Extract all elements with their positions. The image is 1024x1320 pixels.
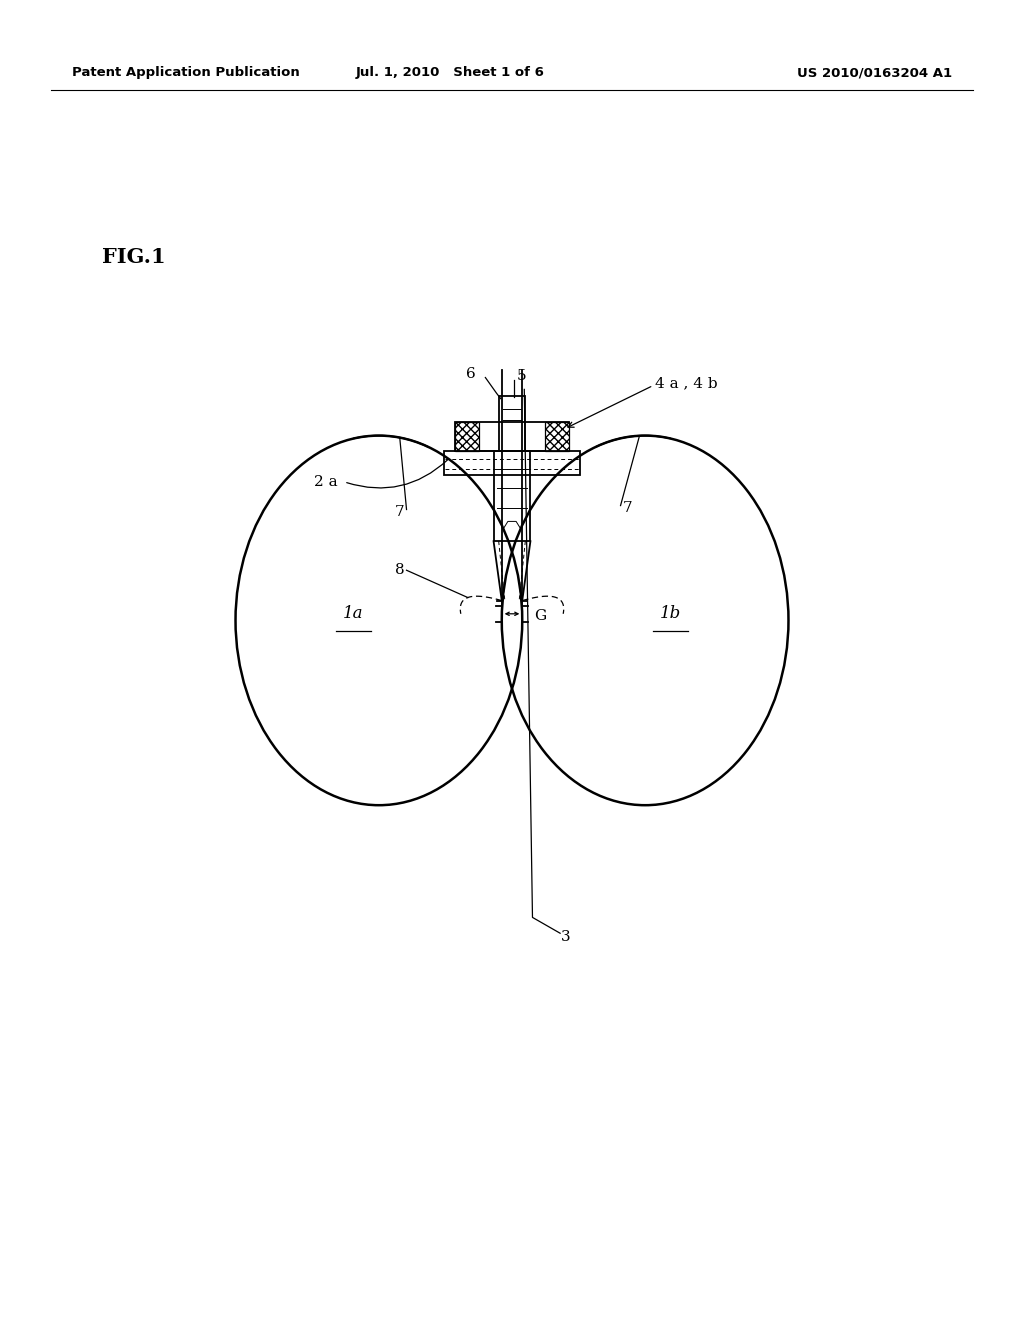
Text: 5: 5 — [517, 370, 526, 383]
Text: US 2010/0163204 A1: US 2010/0163204 A1 — [798, 66, 952, 79]
Text: 6: 6 — [466, 367, 476, 380]
Bar — [444, 451, 580, 475]
Bar — [545, 422, 569, 451]
Text: G: G — [535, 610, 547, 623]
Text: 1a: 1a — [343, 606, 364, 622]
Bar — [494, 451, 530, 541]
Text: Jul. 1, 2010   Sheet 1 of 6: Jul. 1, 2010 Sheet 1 of 6 — [356, 66, 545, 79]
Text: 4 a , 4 b: 4 a , 4 b — [655, 376, 718, 389]
Text: FIG.1: FIG.1 — [102, 247, 166, 268]
Text: 7: 7 — [395, 506, 404, 519]
Text: 1b: 1b — [660, 606, 681, 622]
Text: Patent Application Publication: Patent Application Publication — [72, 66, 299, 79]
Bar — [455, 422, 569, 451]
Bar — [455, 422, 479, 451]
Bar — [499, 396, 525, 451]
Text: 2 a: 2 a — [314, 475, 338, 488]
Text: 7: 7 — [623, 502, 632, 515]
Text: 3: 3 — [561, 931, 570, 944]
Text: 8: 8 — [395, 564, 404, 577]
